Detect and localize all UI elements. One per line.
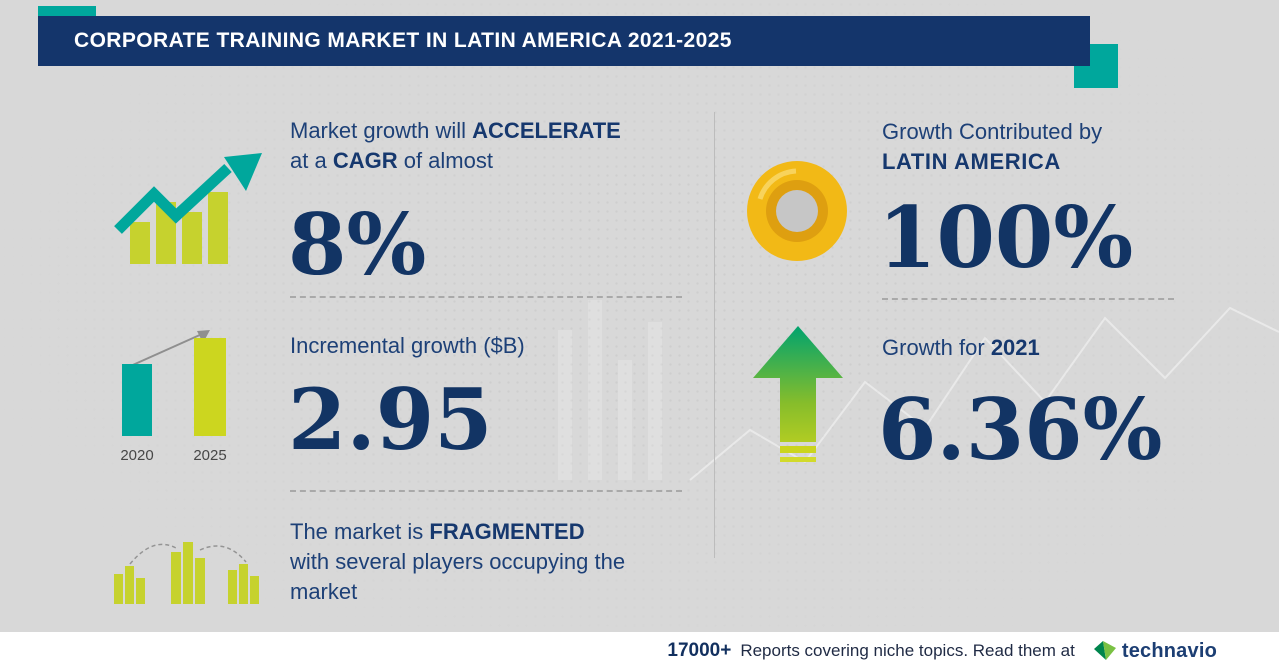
dashed-divider <box>290 296 682 298</box>
dashed-divider <box>290 490 682 492</box>
growth2021-prefix: Growth for <box>882 335 991 360</box>
latin-america-keyword: LATIN AMERICA <box>882 149 1061 174</box>
footer-bar: 17000+ Reports covering niche topics. Re… <box>0 632 1279 670</box>
reports-count: 17000+ <box>667 640 732 661</box>
up-arrow-icon <box>753 326 843 471</box>
year-2025-label: 2025 <box>193 447 227 464</box>
year-2020-label: 2020 <box>120 447 154 464</box>
bar-comparison-icon: 2020 2025 <box>118 316 230 465</box>
incremental-growth-value: 2.95 <box>288 370 493 469</box>
accelerate-line2-prefix: at a <box>290 148 333 173</box>
accelerate-line2-suffix: of almost <box>397 148 493 173</box>
fragmented-keyword: FRAGMENTED <box>429 519 585 544</box>
technavio-logo: technavio <box>1093 640 1217 663</box>
contribution-value: 100% <box>878 188 1134 287</box>
page-title: CORPORATE TRAINING MARKET IN LATIN AMERI… <box>74 29 732 52</box>
accelerate-keyword: ACCELERATE <box>472 118 621 143</box>
cagr-keyword: CAGR <box>332 148 398 173</box>
fragmented-suffix: with several players occupying the marke… <box>290 549 626 604</box>
accelerate-line1-prefix: Market growth will <box>290 118 473 143</box>
stat-growth2021-text: Growth for 2021 <box>882 333 1040 363</box>
technavio-logo-mark <box>1093 641 1116 660</box>
fragmented-prefix: The market is <box>290 519 430 544</box>
contribution-line1: Growth Contributed by <box>882 119 1103 144</box>
growth2021-year: 2021 <box>990 335 1040 360</box>
footer-message: Reports covering niche topics. Read them… <box>740 641 1075 660</box>
header-bar: CORPORATE TRAINING MARKET IN LATIN AMERI… <box>38 16 1090 66</box>
technavio-logo-text: technavio <box>1121 639 1217 662</box>
fragmented-buildings-icon <box>108 524 268 617</box>
dashed-divider <box>882 298 1174 300</box>
bar-year-labels: 2020 2025 <box>118 447 230 465</box>
growth-arrow-chart-icon <box>114 146 264 269</box>
stat-fragmented-text: The market is FRAGMENTED with several pl… <box>290 517 682 607</box>
growth2021-value: 6.36% <box>878 380 1163 479</box>
donut-coin-icon <box>744 158 850 269</box>
incremental-growth-label: Incremental growth ($B) <box>290 333 525 358</box>
stat-contribution-text: Growth Contributed by LATIN AMERICA <box>882 117 1192 177</box>
column-divider <box>714 112 715 558</box>
stat-accelerate-text: Market growth will ACCELERATE at a CAGR … <box>290 116 690 176</box>
cagr-value: 8% <box>288 195 427 294</box>
